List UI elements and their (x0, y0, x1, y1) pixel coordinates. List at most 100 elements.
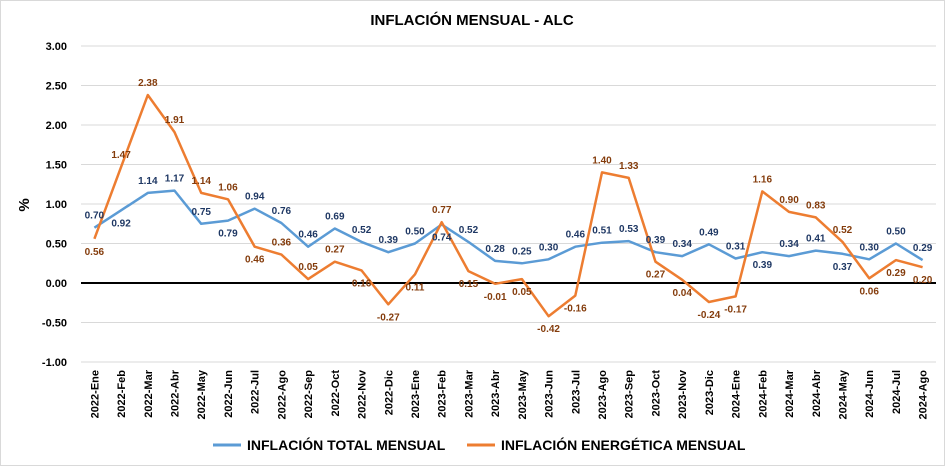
x-tick-label: 2022-Feb (116, 370, 128, 418)
series-lines (93, 93, 924, 318)
legend: INFLACIÓN TOTAL MENSUAL INFLACIÓN ENERGÉ… (213, 436, 746, 453)
data-label-total: 0.25 (512, 246, 532, 257)
y-tick-label: -1.00 (42, 357, 67, 369)
x-tick-label: 2022-Ago (276, 370, 288, 420)
x-tick-label: 2024-Mar (784, 369, 796, 417)
data-label-total: 0.74 (432, 233, 452, 244)
x-tick-label: 2023-Jul (570, 370, 582, 414)
x-tick-label: 2022-Jun (223, 370, 235, 418)
chart-title: INFLACIÓN MENSUAL - ALC (370, 11, 573, 29)
x-tick-label: 2024-Abr (811, 369, 823, 417)
x-tick-label: 2023-Jun (544, 370, 556, 418)
data-label-total: 0.34 (672, 239, 692, 250)
x-tick-labels: 2022-Ene 2022-Feb 2022-Mar 2022-Abr 2022-May… (89, 369, 929, 419)
data-label-total: 0.41 (806, 234, 826, 245)
data-label-energy: 1.47 (111, 150, 131, 161)
data-label-total: 0.30 (539, 242, 559, 253)
data-label-total: 0.29 (913, 243, 933, 254)
x-tick-label: 2022-Abr (170, 369, 182, 417)
x-tick-label: 2023-Oct (650, 370, 662, 417)
series-line-energy (93, 93, 923, 318)
legend-label-energy: INFLACIÓN ENERGÉTICA MENSUAL (501, 436, 746, 453)
x-tick-label: 2024-Ago (918, 370, 930, 420)
data-label-total: 1.14 (138, 176, 158, 187)
data-label-total: 1.17 (165, 174, 185, 185)
data-label-energy: 1.14 (192, 176, 212, 187)
data-label-energy: 1.91 (165, 115, 185, 126)
data-label-total: 0.75 (192, 207, 212, 218)
x-tick-label: 2024-May (837, 369, 849, 419)
x-tick-label: 2023-Ago (597, 370, 609, 420)
data-label-energy: 1.06 (218, 182, 238, 193)
data-label-energy: 0.27 (325, 245, 345, 256)
data-label-total: 0.79 (218, 229, 238, 240)
data-label-energy: 0.11 (406, 282, 425, 293)
data-label-total: 0.76 (272, 206, 292, 217)
x-tick-label: 2023-Mar (463, 369, 475, 417)
y-tick-labels: -1.00 -0.50 0.00 0.50 1.00 1.50 2.00 2.50 3.00 (42, 41, 67, 369)
x-tick-label: 2023-Dic (704, 370, 716, 415)
data-label-energy: 0.46 (245, 255, 265, 266)
data-label-total: 0.46 (566, 230, 586, 241)
data-labels: 0.70 0.92 1.14 1.17 0.75 0.79 0.94 0.76 0.46 0.69… (85, 78, 933, 335)
data-label-energy: 0.05 (512, 287, 532, 298)
data-label-energy: 0.05 (298, 262, 318, 273)
data-label-energy: 0.29 (886, 268, 906, 279)
x-tick-label: 2022-Dic (383, 370, 395, 415)
y-tick-label: 1.00 (46, 199, 67, 211)
data-label-energy: -0.24 (697, 310, 720, 321)
x-tick-label: 2024-Jul (891, 370, 903, 414)
x-tick-label: 2022-Sep (303, 370, 315, 419)
x-tick-label: 2023-Abr (490, 369, 502, 417)
data-label-total: 0.34 (779, 239, 799, 250)
x-tick-label: 2023-May (517, 369, 529, 419)
data-label-energy: 0.20 (913, 275, 933, 286)
x-tick-label: 2022-Mar (143, 369, 155, 417)
data-label-energy: 0.06 (859, 286, 879, 297)
data-label-energy: 1.33 (619, 161, 639, 172)
data-label-energy: 2.38 (138, 78, 158, 89)
data-label-energy: 0.04 (672, 288, 692, 299)
data-label-total: 0.39 (753, 260, 773, 271)
y-tick-label: 0.00 (46, 278, 67, 290)
data-label-total: 0.52 (352, 225, 372, 236)
data-label-energy: 1.40 (592, 155, 612, 166)
data-label-total: 0.39 (379, 235, 399, 246)
x-tick-label: 2023-Nov (677, 369, 689, 419)
x-tick-label: 2024-Jun (864, 370, 876, 418)
data-label-total: 0.70 (85, 211, 105, 222)
y-tick-label: 0.50 (46, 239, 67, 251)
y-tick-label: 2.00 (46, 120, 67, 132)
data-label-energy: 0.83 (806, 200, 826, 211)
y-tick-label: 2.50 (46, 81, 67, 93)
data-label-total: 0.37 (833, 262, 853, 273)
data-label-energy: 0.77 (432, 205, 452, 216)
data-label-energy: -0.42 (537, 324, 560, 335)
data-label-energy: 0.90 (779, 195, 799, 206)
data-label-total: 0.28 (485, 244, 505, 255)
x-tick-label: 2023-Feb (437, 370, 449, 418)
data-label-energy: -0.16 (564, 304, 587, 315)
x-tick-label: 2022-Jul (250, 370, 262, 414)
data-label-energy: 0.15 (459, 279, 479, 290)
data-label-total: 0.94 (245, 192, 265, 203)
x-tick-label: 2024-Ene (731, 370, 743, 418)
data-label-energy: -0.27 (377, 312, 400, 323)
x-tick-label: 2024-Feb (757, 370, 769, 418)
data-label-total: 0.51 (592, 226, 612, 237)
data-label-energy: 0.27 (646, 270, 666, 281)
data-label-energy: 1.16 (753, 174, 773, 185)
data-label-energy: 0.52 (833, 225, 853, 236)
x-tick-label: 2023-Sep (624, 370, 636, 419)
data-label-total: 0.30 (859, 242, 879, 253)
data-label-total: 0.53 (619, 224, 639, 235)
data-label-total: 0.49 (699, 227, 719, 238)
data-label-total: 0.46 (298, 230, 318, 241)
data-label-total: 0.69 (325, 211, 345, 222)
x-tick-label: 2022-Oct (330, 370, 342, 417)
data-label-energy: 0.16 (352, 278, 372, 289)
data-label-energy: -0.17 (724, 304, 747, 315)
data-label-total: 0.92 (111, 218, 131, 229)
